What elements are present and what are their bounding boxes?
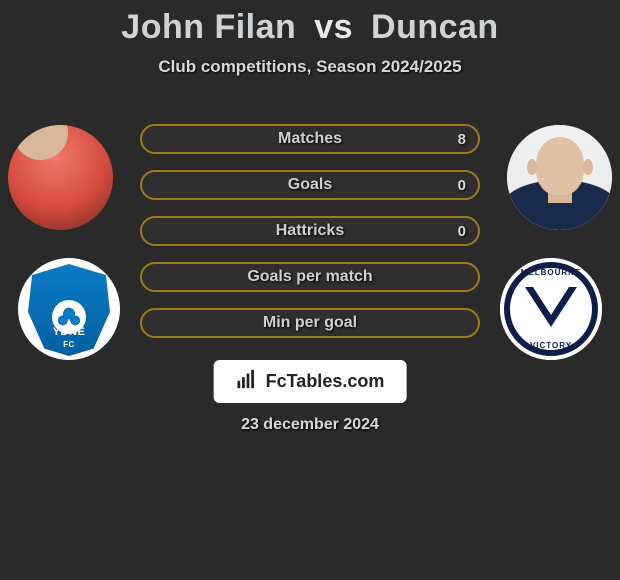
subtitle: Club competitions, Season 2024/2025 xyxy=(0,57,620,77)
vs-text: vs xyxy=(314,8,353,46)
stat-row-goals-per-match: Goals per match xyxy=(140,262,480,292)
player2-club-badge: MELBOURNE VICTORY xyxy=(500,258,602,360)
stat-right-value: 0 xyxy=(458,172,466,198)
player2-portrait-img xyxy=(507,125,612,230)
stat-row-min-per-goal: Min per goal xyxy=(140,308,480,338)
stat-right-value: 8 xyxy=(458,126,466,152)
player2-club-text-bottom: VICTORY xyxy=(500,341,602,350)
watermark-text: FcTables.com xyxy=(266,371,385,392)
date-text: 23 december 2024 xyxy=(0,416,620,434)
player1-portrait-img xyxy=(8,125,113,230)
player2-club-text-top: MELBOURNE xyxy=(500,268,602,277)
sydney-fc-badge-icon: YDNE FC xyxy=(18,258,120,360)
stat-row-matches: Matches 8 xyxy=(140,124,480,154)
stat-label: Matches xyxy=(278,130,342,148)
watermark-badge: FcTables.com xyxy=(214,360,407,403)
stat-label: Goals per match xyxy=(247,268,372,286)
stat-row-goals: Goals 0 xyxy=(140,170,480,200)
player1-club-sub: FC xyxy=(63,340,75,349)
player2-portrait xyxy=(507,125,612,230)
bar-chart-icon xyxy=(236,368,258,395)
comparison-title: John Filan vs Duncan xyxy=(0,0,620,47)
player1-club-text: YDNE xyxy=(53,326,86,338)
player1-club-badge: YDNE FC xyxy=(18,258,120,360)
stat-right-value: 0 xyxy=(458,218,466,244)
stat-label: Hattricks xyxy=(276,222,344,240)
stat-label: Goals xyxy=(288,176,332,194)
stat-label: Min per goal xyxy=(263,314,357,332)
player1-portrait xyxy=(8,125,113,230)
stat-row-hattricks: Hattricks 0 xyxy=(140,216,480,246)
player1-name: John Filan xyxy=(121,8,296,46)
player2-name: Duncan xyxy=(371,8,499,46)
melbourne-victory-badge-icon: MELBOURNE VICTORY xyxy=(500,258,602,360)
stats-column: Matches 8 Goals 0 Hattricks 0 Goals per … xyxy=(140,124,480,354)
